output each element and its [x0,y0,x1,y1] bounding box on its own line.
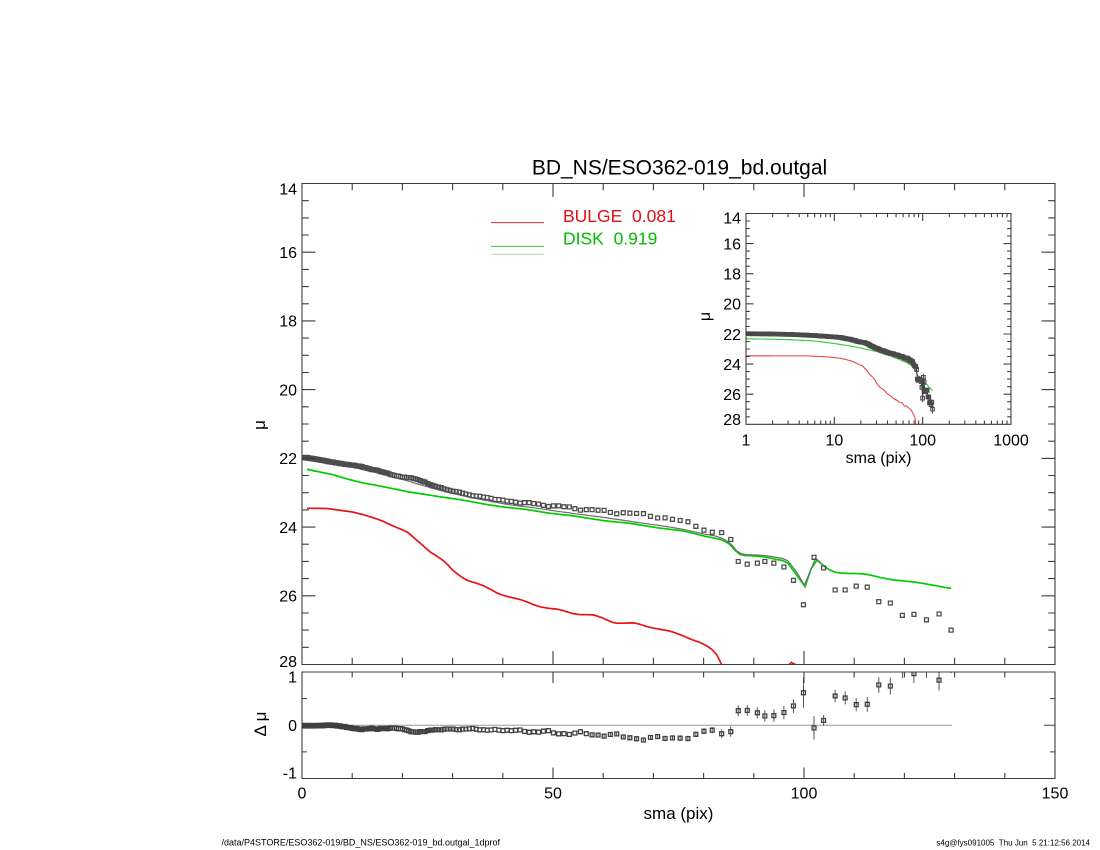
svg-text:10: 10 [825,432,843,449]
svg-text:100: 100 [909,432,936,449]
svg-text:14: 14 [723,210,741,227]
svg-text:20: 20 [279,382,297,399]
svg-text:26: 26 [723,387,741,404]
svg-text:100: 100 [791,786,818,803]
svg-text:16: 16 [279,245,297,262]
svg-text:24: 24 [723,357,741,374]
svg-text:28: 28 [279,654,297,671]
svg-text:DISK 0.919: DISK 0.919 [563,229,657,249]
svg-text:14: 14 [279,181,297,198]
svg-text:Δ μ: Δ μ [251,712,270,737]
svg-text:BD_NS/ESO362-019_bd.outgal: BD_NS/ESO362-019_bd.outgal [532,157,827,180]
svg-text:20: 20 [723,297,741,314]
svg-text:150: 150 [1042,786,1069,803]
svg-text:sma (pix): sma (pix) [644,804,714,823]
svg-text:1000: 1000 [993,432,1029,449]
svg-text:1: 1 [288,670,297,687]
svg-text:22: 22 [723,327,741,344]
svg-text:18: 18 [723,267,741,284]
svg-text:28: 28 [723,412,741,429]
svg-text:50: 50 [544,786,562,803]
svg-text:22: 22 [279,451,297,468]
svg-text:0: 0 [288,718,297,735]
svg-text:μ: μ [250,420,269,430]
svg-text:/data/P4STORE/ESO362-019/BD_NS: /data/P4STORE/ESO362-019/BD_NS/ESO362-01… [222,838,501,848]
svg-text:18: 18 [279,314,297,331]
svg-text:16: 16 [723,236,741,253]
svg-text:26: 26 [279,589,297,606]
svg-text:μ: μ [697,312,714,321]
svg-text:BULGE 0.081: BULGE 0.081 [563,206,676,226]
svg-text:0: 0 [298,786,307,803]
svg-text:s4g@fys091005 Thu Jun 5 21:1: s4g@fys091005 Thu Jun 5 21:12:56 2014 [936,839,1090,848]
svg-text:-1: -1 [283,766,297,783]
svg-text:1: 1 [742,432,751,449]
svg-text:24: 24 [279,520,297,537]
svg-text:sma (pix): sma (pix) [846,450,912,467]
